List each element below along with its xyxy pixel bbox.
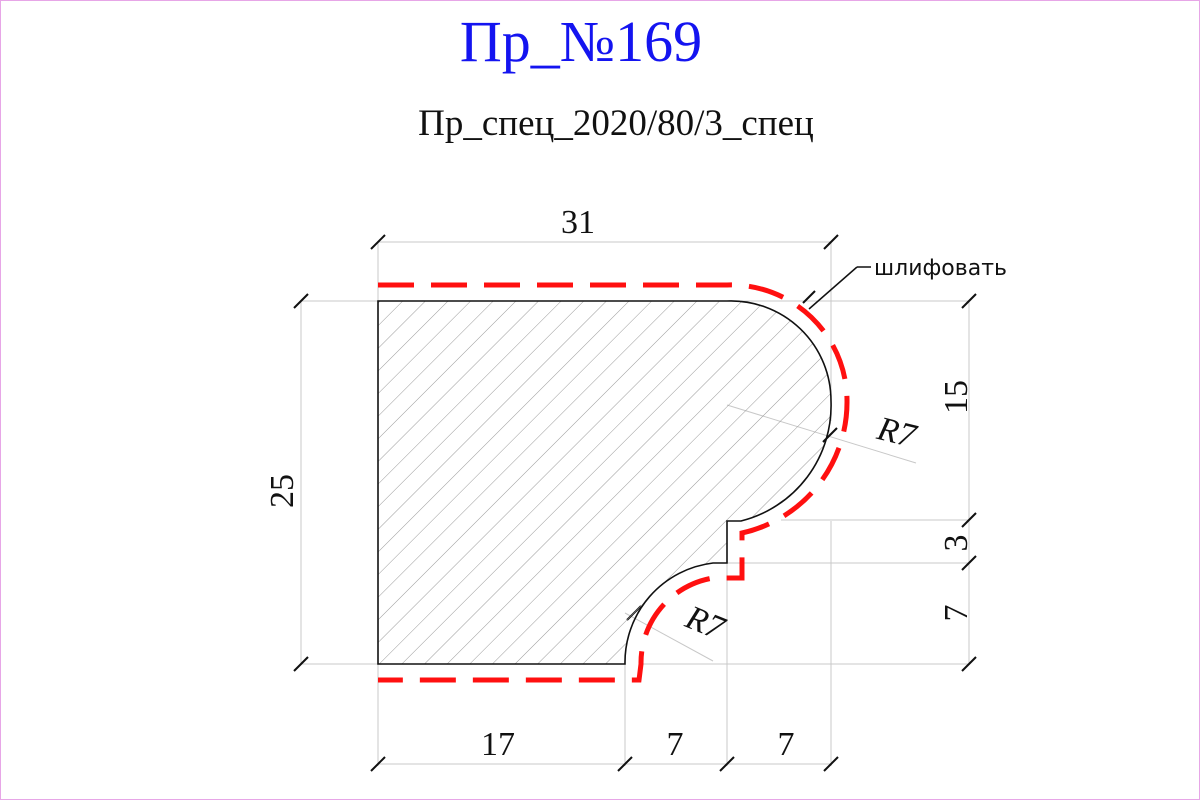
radius-leader-lower bbox=[624, 612, 714, 662]
dim-overall-height: 25 bbox=[264, 474, 301, 508]
profile-outline bbox=[377, 300, 832, 665]
dim-bottom-left: 17 bbox=[481, 726, 515, 763]
drawing-title: Пр_№169 bbox=[459, 9, 703, 74]
dim-right-lower: 7 bbox=[938, 605, 975, 622]
dim-right-step: 3 bbox=[938, 535, 975, 552]
grinding-note: шлифовать bbox=[874, 256, 1007, 281]
drawing-subtitle: Пр_спец_2020/80/3_спец bbox=[418, 103, 814, 144]
dim-overall-width: 31 bbox=[561, 204, 595, 241]
extension-lines bbox=[300, 241, 970, 766]
dim-radius-lower: R7 bbox=[680, 599, 732, 649]
grinding-path bbox=[378, 282, 850, 683]
note-leader bbox=[808, 266, 871, 310]
dim-bottom-mid: 7 bbox=[667, 726, 684, 763]
dim-bottom-right: 7 bbox=[778, 726, 795, 763]
dim-right-upper: 15 bbox=[938, 380, 975, 414]
dim-radius-upper: R7 bbox=[873, 410, 922, 456]
